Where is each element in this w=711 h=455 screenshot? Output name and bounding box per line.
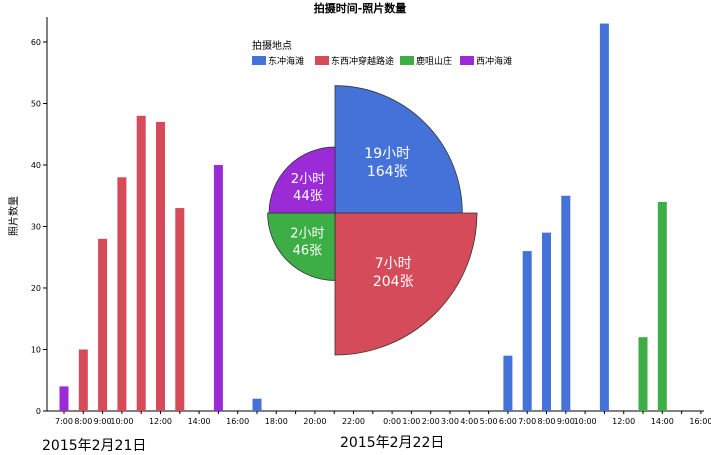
x-tick-label: 18:00: [265, 417, 288, 426]
bar: [252, 398, 262, 411]
inset-polar-chart: 19小时 164张 7小时 204张 2小时 46张 2小时 44张: [267, 85, 478, 356]
x-tick-label: 16:00: [689, 417, 711, 426]
bar: [98, 238, 108, 411]
bar: [503, 355, 513, 411]
legend-label: 东冲海滩: [268, 55, 304, 67]
bars: [59, 23, 667, 412]
y-tick-label: 50: [31, 100, 41, 109]
bar: [175, 208, 185, 411]
x-tick-label: 22:00: [342, 417, 365, 426]
bar: [599, 23, 609, 412]
x-tick-label: 7:00: [518, 417, 536, 426]
legend-swatch: [460, 56, 474, 65]
bar: [657, 201, 667, 411]
x-tick-label: 3:00: [441, 417, 459, 426]
date-label-day1: 2015年2月21日: [42, 438, 147, 454]
polar-slice-photos-label: 44张: [293, 189, 323, 204]
legend-swatch: [315, 56, 329, 65]
y-tick-label: 30: [31, 223, 41, 232]
y-tick-label: 60: [31, 38, 41, 47]
x-tick-label: 9:00: [557, 417, 575, 426]
polar-slice-hours-label: 19小时: [364, 146, 410, 162]
y-tick-label: 20: [31, 284, 41, 293]
polar-slice-hours-label: 2小时: [291, 172, 325, 187]
polar-slice-photos-label: 204张: [373, 274, 414, 290]
y-tick-label: 0: [36, 407, 41, 416]
x-tick-label: 10:00: [110, 417, 133, 426]
legend-swatch: [400, 56, 414, 65]
date-label-day2: 2015年2月22日: [340, 435, 445, 451]
legend-swatch: [252, 56, 266, 65]
x-tick-label: 14:00: [188, 417, 211, 426]
x-tick-label: 4:00: [460, 417, 478, 426]
polar-slice: [334, 85, 463, 214]
bar: [561, 195, 571, 411]
x-tick-label: 12:00: [149, 417, 172, 426]
polar-slice-hours-label: 2小时: [290, 227, 324, 242]
bar: [213, 165, 223, 411]
y-tick-label: 10: [31, 346, 41, 355]
x-tick-label: 20:00: [303, 417, 326, 426]
legend-title: 拍摄地点: [252, 39, 292, 52]
bar: [78, 349, 88, 411]
x-tick-label: 14:00: [651, 417, 674, 426]
legend-label: 东西冲穿越路途: [331, 55, 394, 67]
x-tick-label: 1:00: [402, 417, 420, 426]
legend-label: 西冲海滩: [476, 55, 512, 67]
x-tick-label: 5:00: [480, 417, 498, 426]
polar-slice: [334, 212, 478, 356]
legend: 拍摄地点 东冲海滩 东西冲穿越路途 鹿咀山庄 西冲海滩: [252, 39, 512, 67]
bar: [638, 337, 648, 411]
y-tick-label: 40: [31, 161, 41, 170]
polar-slice-photos-label: 164张: [367, 164, 408, 180]
polar-slice: [267, 212, 336, 281]
bar: [156, 121, 165, 411]
y-axis-label: 照片数量: [7, 196, 20, 236]
x-tick-label: 6:00: [499, 417, 517, 426]
y-ticks: 0 10 20 30 40 50 60: [31, 38, 47, 416]
polar-slice-hours-label: 7小时: [375, 256, 412, 272]
x-tick-label: 9:00: [94, 417, 112, 426]
chart-title: 拍摄时间-照片数量: [314, 1, 407, 15]
bar: [117, 177, 127, 411]
bar: [522, 251, 532, 411]
x-tick-label: 0:00: [383, 417, 401, 426]
x-tick-label: 7:00: [55, 417, 73, 426]
bar: [59, 386, 69, 411]
x-tick-label: 16:00: [226, 417, 249, 426]
bar: [136, 115, 146, 412]
x-tick-label: 2:00: [422, 417, 440, 426]
legend-label: 鹿咀山庄: [416, 55, 452, 67]
x-tick-label: 12:00: [612, 417, 635, 426]
polar-slice: [268, 146, 336, 214]
bar: [542, 232, 551, 411]
x-tick-label: 8:00: [538, 417, 556, 426]
x-tick-label: 8:00: [74, 417, 92, 426]
polar-slice-photos-label: 46张: [293, 244, 323, 259]
x-tick-label: 10:00: [574, 417, 597, 426]
